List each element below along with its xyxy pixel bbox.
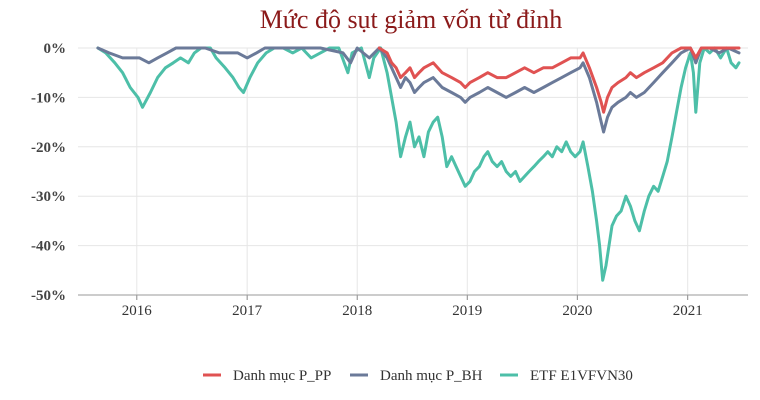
y-tick-label: 0%: [44, 41, 67, 57]
series-line-danh-m-c-p-pp: [377, 46, 741, 114]
plot-area: [96, 46, 741, 282]
legend: Danh mục P_PP Danh mục P_BH ETF E1VFVN30: [203, 368, 633, 384]
y-tick-label: -50%: [31, 288, 66, 304]
x-tick-label: 2017: [232, 303, 263, 319]
x-tick-label: 2016: [122, 303, 153, 319]
y-tick-label: -30%: [31, 189, 66, 205]
legend-label: ETF E1VFVN30: [530, 368, 633, 384]
y-tick-label: -40%: [31, 239, 66, 255]
x-tick-label: 2018: [342, 303, 372, 319]
y-tick-label: -10%: [31, 90, 66, 106]
y-axis: 0% -10% -20% -30% -40% -50%: [31, 41, 66, 304]
x-axis: 2016 2017 2018 2019 2020 2021: [78, 294, 748, 319]
grid: [78, 47, 748, 296]
series-line-danh-m-c-p-bh: [96, 46, 741, 134]
legend-label: Danh mục P_PP: [233, 368, 331, 384]
series-line-etf-e1vfvn30: [96, 46, 741, 282]
x-tick-label: 2019: [452, 303, 482, 319]
x-tick-label: 2020: [562, 303, 592, 319]
x-tick-label: 2021: [673, 303, 703, 319]
chart-title: Mức độ sụt giảm vốn từ đỉnh: [260, 5, 563, 34]
y-tick-label: -20%: [31, 140, 66, 156]
legend-label: Danh mục P_BH: [380, 368, 483, 384]
